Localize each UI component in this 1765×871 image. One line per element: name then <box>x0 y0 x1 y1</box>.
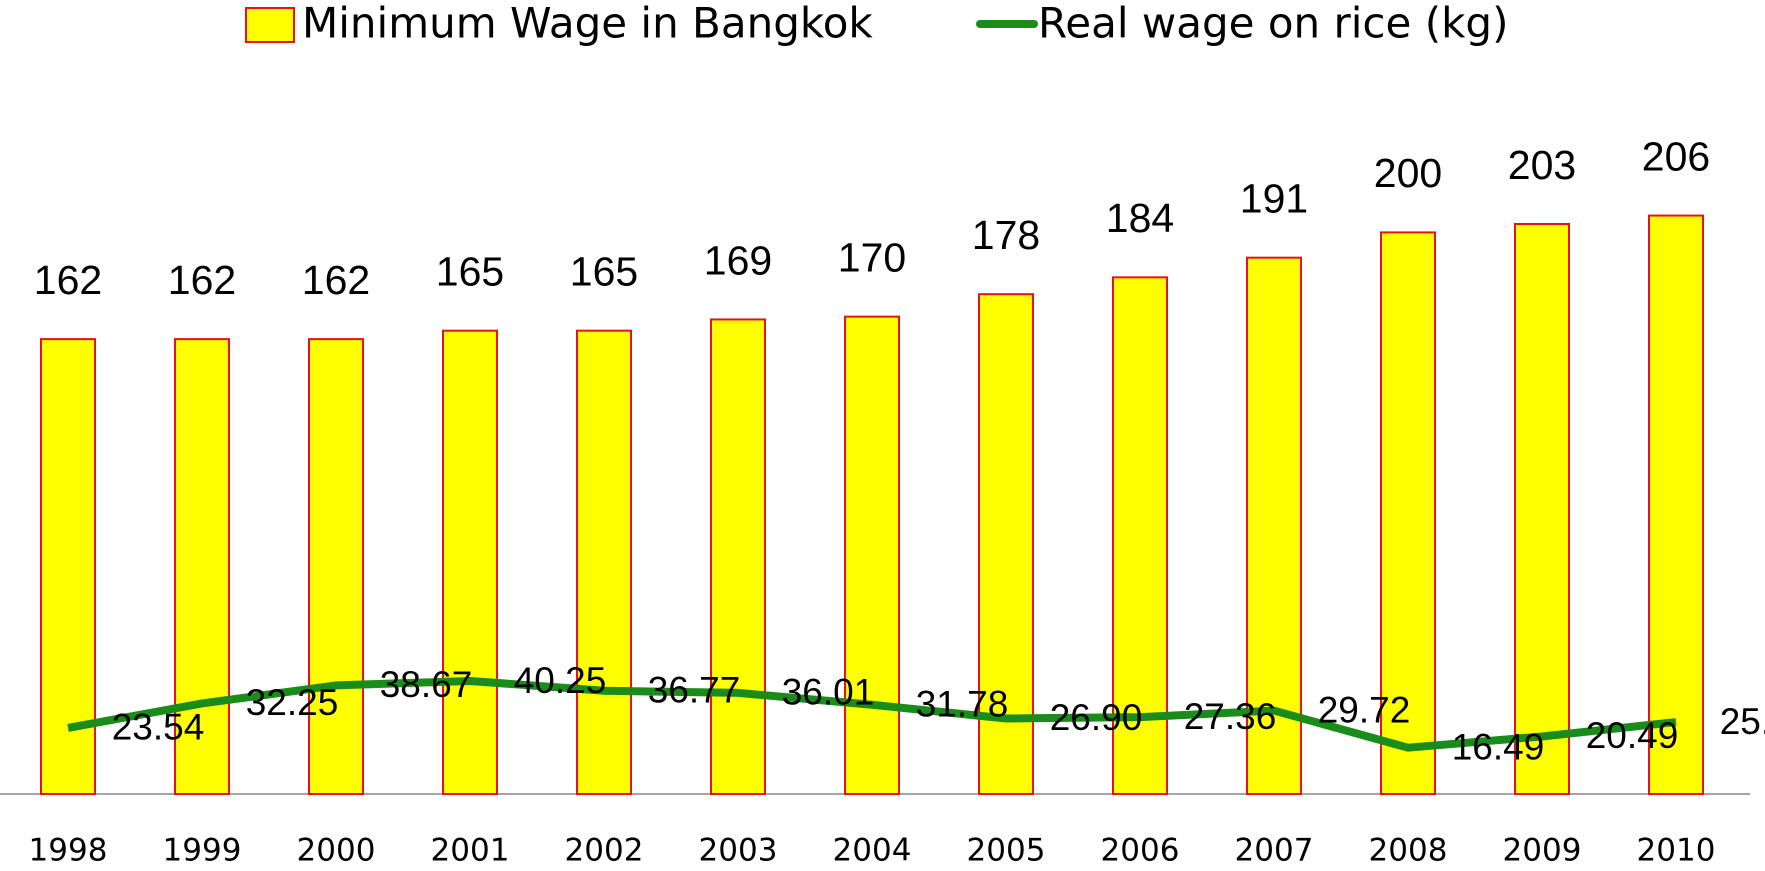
line-value-label: 31.78 <box>916 684 1009 725</box>
line-value-label: 29.72 <box>1318 689 1411 730</box>
x-tick-label: 2010 <box>1637 833 1716 869</box>
x-tick-label: 2003 <box>699 833 778 869</box>
bar-value-label: 178 <box>972 212 1040 258</box>
x-tick-label: 2006 <box>1101 833 1180 869</box>
bar-value-label: 165 <box>570 249 638 295</box>
line-value-label: 16.49 <box>1452 726 1545 767</box>
x-tick-label: 2001 <box>431 833 510 869</box>
bar <box>1246 256 1302 795</box>
bar <box>844 315 900 795</box>
x-tick-label: 2008 <box>1369 833 1448 869</box>
bar-value-label: 200 <box>1374 150 1442 196</box>
bar <box>1112 276 1168 795</box>
x-tick-label: 2005 <box>967 833 1046 869</box>
line-value-label: 40.25 <box>514 660 607 701</box>
bar <box>710 318 766 795</box>
bar <box>308 338 364 795</box>
line-value-label: 20.49 <box>1586 715 1679 756</box>
line-value-label: 36.01 <box>782 672 875 713</box>
bar-value-label: 169 <box>704 237 772 283</box>
x-tick-label: 2002 <box>565 833 644 869</box>
line-value-label: 23.54 <box>112 707 205 748</box>
x-tick-label: 2009 <box>1503 833 1582 869</box>
bar <box>576 329 632 795</box>
line-value-label: 36.77 <box>648 670 741 711</box>
line-value-label: 38.67 <box>380 664 473 705</box>
bar-value-label: 162 <box>168 257 236 303</box>
x-tick-label: 2004 <box>833 833 912 869</box>
bar <box>1648 214 1704 795</box>
x-tick-label: 1999 <box>163 833 242 869</box>
bar-value-label: 162 <box>302 257 370 303</box>
x-tick-label: 2007 <box>1235 833 1314 869</box>
bar <box>174 338 230 795</box>
bar-value-label: 203 <box>1508 142 1576 188</box>
x-tick-label: 2000 <box>297 833 376 869</box>
line <box>67 676 1677 752</box>
bar-value-label: 170 <box>838 234 906 280</box>
line-value-label: 32.25 <box>246 682 339 723</box>
line-value-label: 27.36 <box>1184 696 1277 737</box>
bar <box>442 329 498 795</box>
bar-value-label: 184 <box>1106 195 1174 241</box>
bar <box>1380 231 1436 795</box>
bar-value-label: 165 <box>436 249 504 295</box>
bar <box>40 338 96 795</box>
bar-value-label: 162 <box>34 257 102 303</box>
bar-value-label: 191 <box>1240 176 1308 222</box>
legend-label: Real wage on rice (kg) <box>1038 0 1508 48</box>
x-tick-label: 1998 <box>29 833 108 869</box>
legend-swatch <box>245 7 295 43</box>
line-value-label: 25.62 <box>1720 701 1765 742</box>
bar-value-label: 206 <box>1642 133 1710 179</box>
line-value-label: 26.90 <box>1050 697 1143 738</box>
legend-label: Minimum Wage in Bangkok <box>302 0 873 48</box>
bar <box>978 293 1034 795</box>
bar <box>1514 222 1570 795</box>
